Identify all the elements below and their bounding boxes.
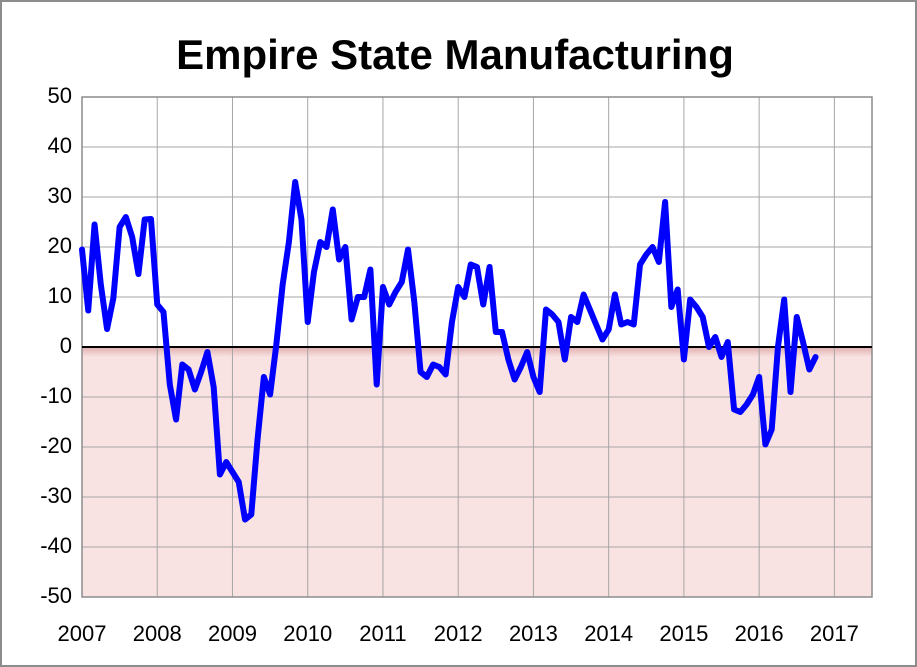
x-tick-label: 2012: [434, 621, 483, 646]
y-tick-label: 50: [48, 83, 72, 108]
x-tick-label: 2011: [359, 621, 406, 646]
y-tick-label: -20: [40, 433, 72, 458]
x-tick-label: 2015: [659, 621, 708, 646]
y-tick-label: -10: [40, 383, 72, 408]
x-tick-label: 2017: [810, 621, 859, 646]
y-tick-label: -40: [40, 533, 72, 558]
y-tick-label: -50: [40, 583, 72, 608]
x-tick-label: 2010: [283, 621, 332, 646]
x-tick-label: 2009: [208, 621, 257, 646]
x-tick-label: 2014: [584, 621, 633, 646]
x-tick-label: 2016: [735, 621, 784, 646]
y-tick-label: 30: [48, 183, 72, 208]
y-tick-label: -30: [40, 483, 72, 508]
y-tick-label: 40: [48, 133, 72, 158]
x-tick-label: 2013: [509, 621, 558, 646]
x-tick-label: 2007: [58, 621, 107, 646]
data-line: [79, 179, 819, 523]
y-tick-label: 20: [48, 233, 72, 258]
chart-title: Empire State Manufacturing: [176, 31, 734, 78]
y-tick-label: 0: [60, 333, 72, 358]
y-tick-label: 10: [48, 283, 72, 308]
zero-shade: [82, 347, 872, 357]
x-tick-label: 2008: [133, 621, 182, 646]
plot-area: -50 -40 -30 -20 -10 0 10 20 30 40 50 2007 2008 2009 20…: [40, 83, 873, 646]
